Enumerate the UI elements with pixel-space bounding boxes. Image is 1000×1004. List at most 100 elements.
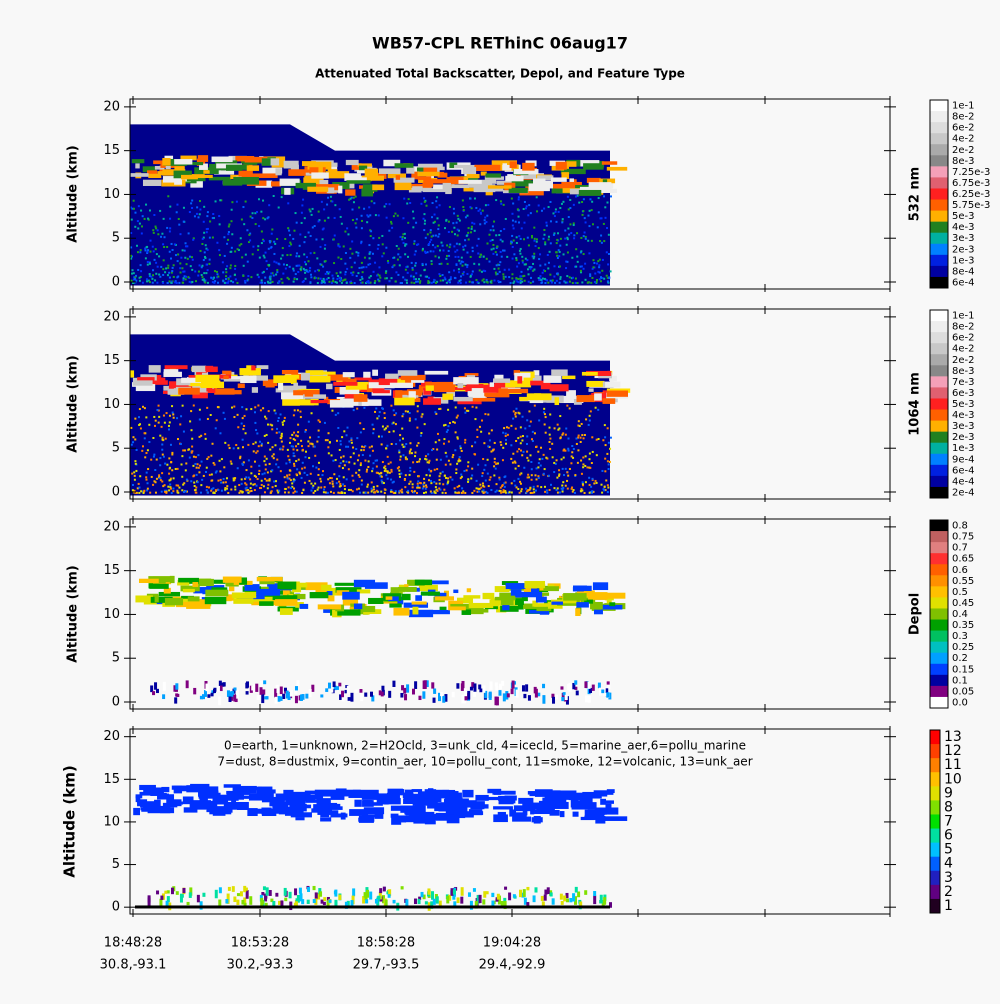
backscatter-speck (260, 483, 263, 486)
aerosol-patch (175, 891, 179, 895)
backscatter-speck (527, 476, 530, 479)
backscatter-speck (559, 244, 562, 247)
backscatter-speck (582, 267, 585, 270)
backscatter-speck (310, 489, 313, 492)
backscatter-speck (326, 439, 329, 442)
backscatter-speck (269, 423, 272, 426)
backscatter-speck (479, 253, 482, 256)
backscatter-speck (260, 242, 263, 245)
backscatter-speck (204, 471, 207, 474)
backscatter-speck (501, 485, 504, 488)
backscatter-speck (206, 281, 209, 284)
cloud-patch (456, 597, 474, 604)
backscatter-speck (145, 451, 148, 454)
backscatter-speck (184, 242, 187, 245)
y-axis-label: Altitude (km) (66, 355, 81, 452)
backscatter-speck (255, 451, 258, 454)
aerosol-patch (150, 685, 154, 693)
aerosol-patch (279, 696, 283, 701)
colorbar-cell (930, 221, 948, 234)
backscatter-speck (553, 471, 556, 474)
cloud-patch (191, 365, 207, 373)
aerosol-patch (295, 898, 299, 902)
backscatter-speck (299, 233, 302, 236)
aerosol-patch (152, 691, 156, 696)
backscatter-speck (414, 264, 417, 267)
aerosol-patch (284, 897, 288, 902)
backscatter-speck (482, 278, 485, 281)
aerosol-patch (444, 694, 448, 702)
backscatter-speck (529, 487, 532, 490)
backscatter-speck (599, 240, 602, 243)
backscatter-speck (170, 271, 173, 274)
cloud-patch (362, 800, 374, 807)
aerosol-patch (201, 694, 205, 700)
aerosol-patch (354, 689, 358, 694)
x-tick-location: 29.7,-93.5 (353, 958, 420, 973)
backscatter-speck (519, 237, 522, 240)
backscatter-speck (407, 221, 410, 224)
aerosol-patch (474, 901, 478, 909)
backscatter-speck (247, 459, 250, 462)
backscatter-speck (273, 409, 276, 412)
cloud-patch (457, 383, 464, 389)
backscatter-speck (302, 448, 305, 451)
backscatter-speck (194, 462, 197, 465)
backscatter-speck (382, 252, 385, 255)
backscatter-speck (171, 405, 174, 408)
backscatter-speck (352, 271, 355, 274)
aerosol-patch (495, 696, 499, 706)
cloud-patch (513, 812, 527, 819)
backscatter-speck (175, 484, 178, 487)
backscatter-speck (257, 248, 260, 251)
backscatter-speck (470, 231, 473, 234)
backscatter-speck (366, 214, 369, 217)
colorbar-cell (930, 155, 948, 167)
colorbar-cell (930, 254, 948, 267)
backscatter-speck (288, 458, 291, 461)
backscatter-speck (571, 486, 574, 489)
backscatter-speck (360, 219, 363, 222)
cloud-patch (446, 815, 460, 824)
backscatter-speck (564, 281, 567, 284)
aerosol-patch (471, 682, 475, 690)
backscatter-speck (567, 227, 570, 230)
cloud-patch (295, 817, 305, 821)
backscatter-speck (292, 491, 295, 494)
backscatter-speck (608, 460, 611, 463)
cloud-patch (199, 163, 208, 170)
backscatter-speck (277, 466, 280, 469)
backscatter-speck (137, 268, 140, 271)
backscatter-speck (301, 461, 304, 464)
backscatter-speck (153, 258, 156, 261)
backscatter-speck (402, 241, 405, 244)
backscatter-speck (241, 417, 244, 420)
backscatter-speck (565, 243, 568, 246)
backscatter-speck (166, 245, 169, 248)
backscatter-speck (603, 240, 606, 243)
backscatter-speck (454, 250, 457, 253)
backscatter-speck (201, 237, 204, 240)
backscatter-speck (366, 485, 369, 488)
backscatter-speck (432, 448, 435, 451)
backscatter-speck (274, 242, 277, 245)
backscatter-speck (532, 262, 535, 265)
cloud-patch (181, 595, 194, 600)
backscatter-speck (310, 482, 313, 485)
cloud-patch (517, 604, 524, 610)
backscatter-speck (574, 195, 577, 198)
backscatter-speck (411, 483, 414, 486)
aerosol-patch (314, 898, 318, 905)
colorbar-tick-label: 5 (944, 842, 953, 858)
backscatter-speck (178, 486, 181, 489)
backscatter-speck (342, 460, 345, 463)
cloud-patch (325, 171, 350, 179)
backscatter-speck (158, 415, 161, 418)
backscatter-speck (181, 249, 184, 252)
cloud-patch (154, 594, 159, 603)
backscatter-speck (528, 266, 531, 269)
backscatter-speck (393, 256, 396, 259)
backscatter-speck (447, 459, 450, 462)
cloud-patch (282, 587, 290, 596)
x-tick-label: 19:04:28 (483, 936, 541, 951)
